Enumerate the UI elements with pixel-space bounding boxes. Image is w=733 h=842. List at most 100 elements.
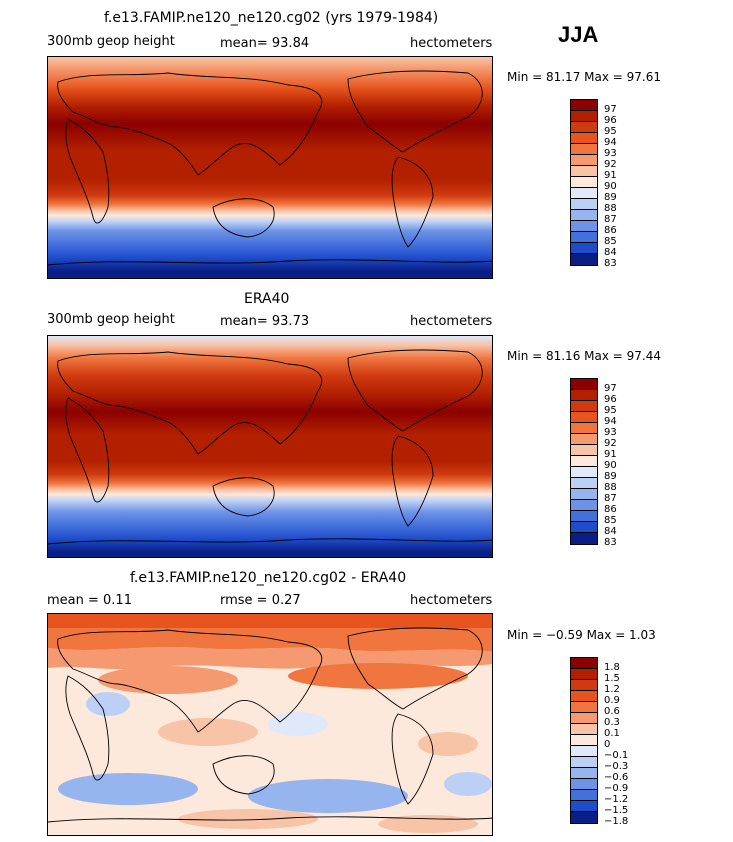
colorbar-label: −1.2 bbox=[604, 794, 629, 805]
colorbar-swatch bbox=[571, 210, 597, 221]
panel2-units-label: hectometers bbox=[410, 314, 493, 329]
colorbar-swatch bbox=[571, 691, 597, 702]
colorbar-label: 90 bbox=[604, 181, 617, 192]
colorbar-label: 97 bbox=[604, 104, 617, 115]
panel2-title: ERA40 bbox=[244, 291, 290, 307]
colorbar-label: 95 bbox=[604, 405, 617, 416]
colorbar-swatch bbox=[571, 489, 597, 500]
panel3-colorbar bbox=[570, 657, 598, 824]
colorbar-swatch bbox=[571, 812, 597, 823]
panel2-colorbar-labels: 97 96 95 94 93 92 91 90 89 88 87 86 85 8… bbox=[604, 383, 617, 548]
panel1-colorbar bbox=[570, 99, 598, 266]
panel2-map bbox=[47, 335, 493, 558]
colorbar-swatch bbox=[571, 746, 597, 757]
colorbar-swatch bbox=[571, 500, 597, 511]
colorbar-swatch bbox=[571, 757, 597, 768]
colorbar-swatch bbox=[571, 243, 597, 254]
colorbar-label: −0.1 bbox=[604, 750, 629, 761]
colorbar-swatch bbox=[571, 467, 597, 478]
colorbar-label: −1.5 bbox=[604, 805, 629, 816]
colorbar-swatch bbox=[571, 713, 597, 724]
colorbar-swatch bbox=[571, 199, 597, 210]
colorbar-label: 0.6 bbox=[604, 706, 620, 717]
colorbar-swatch bbox=[571, 390, 597, 401]
colorbar-swatch bbox=[571, 254, 597, 265]
colorbar-label: 94 bbox=[604, 416, 617, 427]
colorbar-swatch bbox=[571, 155, 597, 166]
colorbar-label: −0.6 bbox=[604, 772, 629, 783]
colorbar-label: 84 bbox=[604, 247, 617, 258]
panel1-minmax: Min = 81.17 Max = 97.61 bbox=[507, 70, 661, 84]
colorbar-label: 84 bbox=[604, 526, 617, 537]
panel1-mean-label: mean= 93.84 bbox=[220, 36, 310, 51]
colorbar-label: 83 bbox=[604, 537, 617, 548]
colorbar-label: 86 bbox=[604, 504, 617, 515]
colorbar-swatch bbox=[571, 724, 597, 735]
colorbar-swatch bbox=[571, 456, 597, 467]
colorbar-label: 92 bbox=[604, 438, 617, 449]
colorbar-swatch bbox=[571, 221, 597, 232]
colorbar-swatch bbox=[571, 445, 597, 456]
panel1-units-label: hectometers bbox=[410, 36, 493, 51]
panel3-map bbox=[47, 613, 493, 836]
colorbar-label: 0.9 bbox=[604, 695, 620, 706]
colorbar-swatch bbox=[571, 412, 597, 423]
colorbar-swatch bbox=[571, 144, 597, 155]
colorbar-label: 90 bbox=[604, 460, 617, 471]
colorbar-label: 91 bbox=[604, 170, 617, 181]
panel3-rmse-label: rmse = 0.27 bbox=[220, 593, 301, 608]
colorbar-swatch bbox=[571, 379, 597, 390]
colorbar-swatch bbox=[571, 801, 597, 812]
colorbar-swatch bbox=[571, 423, 597, 434]
season-label: JJA bbox=[558, 22, 599, 47]
colorbar-swatch bbox=[571, 658, 597, 669]
colorbar-label: 1.2 bbox=[604, 684, 620, 695]
colorbar-label: 88 bbox=[604, 203, 617, 214]
colorbar-label: 1.5 bbox=[604, 673, 620, 684]
colorbar-label: 94 bbox=[604, 137, 617, 148]
colorbar-label: 93 bbox=[604, 148, 617, 159]
colorbar-label: 83 bbox=[604, 258, 617, 269]
colorbar-label: 87 bbox=[604, 214, 617, 225]
colorbar-swatch bbox=[571, 166, 597, 177]
panel3-mean-label: mean = 0.11 bbox=[47, 593, 132, 608]
colorbar-label: 0.3 bbox=[604, 717, 620, 728]
colorbar-swatch bbox=[571, 522, 597, 533]
colorbar-label: −1.8 bbox=[604, 816, 629, 827]
colorbar-swatch bbox=[571, 669, 597, 680]
panel2-minmax: Min = 81.16 Max = 97.44 bbox=[507, 349, 661, 363]
colorbar-label: 87 bbox=[604, 493, 617, 504]
colorbar-swatch bbox=[571, 401, 597, 412]
colorbar-label: 1.8 bbox=[604, 662, 620, 673]
colorbar-swatch bbox=[571, 779, 597, 790]
colorbar-swatch bbox=[571, 735, 597, 746]
panel1-map bbox=[47, 56, 493, 279]
colorbar-swatch bbox=[571, 133, 597, 144]
colorbar-label: 88 bbox=[604, 482, 617, 493]
colorbar-label: 86 bbox=[604, 225, 617, 236]
colorbar-label: 91 bbox=[604, 449, 617, 460]
colorbar-label: −0.9 bbox=[604, 783, 629, 794]
colorbar-swatch bbox=[571, 111, 597, 122]
colorbar-swatch bbox=[571, 790, 597, 801]
colorbar-label: 89 bbox=[604, 471, 617, 482]
panel3-units-label: hectometers bbox=[410, 593, 493, 608]
colorbar-label: 93 bbox=[604, 427, 617, 438]
colorbar-swatch bbox=[571, 768, 597, 779]
panel1-variable-label: 300mb geop height bbox=[47, 34, 175, 49]
colorbar-swatch bbox=[571, 188, 597, 199]
colorbar-label: 89 bbox=[604, 192, 617, 203]
colorbar-label: 0.1 bbox=[604, 728, 620, 739]
panel3-title: f.e13.FAMIP.ne120_ne120.cg02 - ERA40 bbox=[130, 570, 407, 586]
colorbar-label: 96 bbox=[604, 115, 617, 126]
colorbar-swatch bbox=[571, 232, 597, 243]
panel2-colorbar bbox=[570, 378, 598, 545]
panel1-colorbar-labels: 97 96 95 94 93 92 91 90 89 88 87 86 85 8… bbox=[604, 104, 617, 269]
colorbar-label: −0.3 bbox=[604, 761, 629, 772]
colorbar-label: 0 bbox=[604, 739, 611, 750]
panel3-minmax: Min = −0.59 Max = 1.03 bbox=[507, 628, 656, 642]
colorbar-swatch bbox=[571, 680, 597, 691]
colorbar-label: 95 bbox=[604, 126, 617, 137]
colorbar-swatch bbox=[571, 434, 597, 445]
panel2-variable-label: 300mb geop height bbox=[47, 312, 175, 327]
